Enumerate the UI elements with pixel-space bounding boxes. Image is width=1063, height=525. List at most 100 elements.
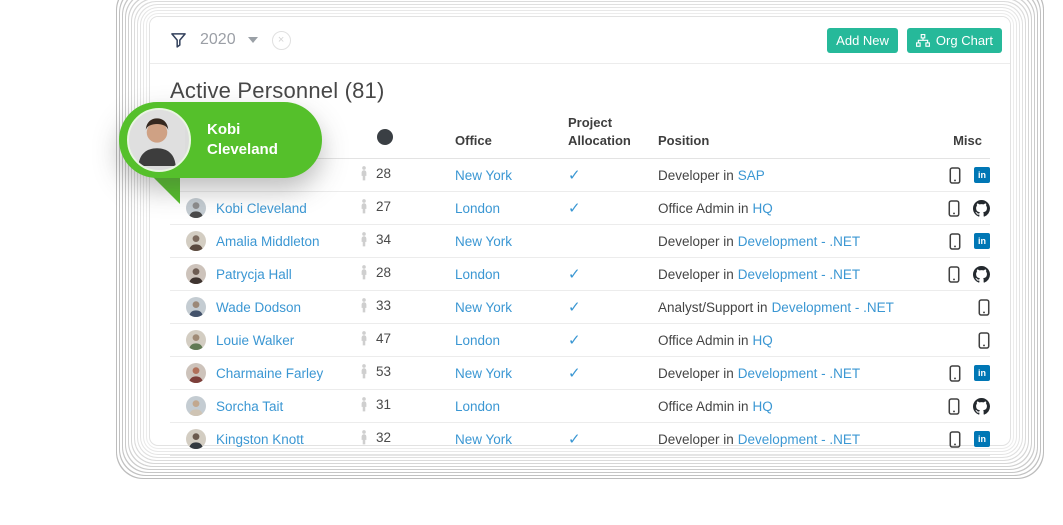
header-allocation: Project Allocation <box>553 114 643 160</box>
person-icon <box>360 199 368 217</box>
position-team-link[interactable]: HQ <box>752 398 773 414</box>
position-text: Office Admin in <box>658 200 749 216</box>
info-icon[interactable] <box>377 128 393 145</box>
clear-filter-icon[interactable]: × <box>271 30 291 50</box>
position-text: Developer in <box>658 431 734 447</box>
person-tooltip: Kobi Cleveland <box>119 102 322 178</box>
position-team-link[interactable]: SAP <box>737 167 765 183</box>
phone-icon[interactable] <box>978 331 990 349</box>
person-name-link[interactable]: Sorcha Tait <box>216 398 284 414</box>
office-link[interactable]: New York <box>455 233 513 249</box>
header-misc: Misc <box>915 114 990 160</box>
age-value: 28 <box>376 166 392 182</box>
person-name-link[interactable]: Amalia Middleton <box>216 233 320 249</box>
table-row[interactable]: Kingston Knott 32 New York ✓ Developer i… <box>170 422 990 457</box>
age-value: 47 <box>376 331 392 347</box>
person-avatar <box>186 198 206 219</box>
person-name-link[interactable]: Patrycja Hall <box>216 266 292 282</box>
position-team-link[interactable]: Development - .NET <box>737 365 861 381</box>
office-link[interactable]: London <box>455 266 501 282</box>
person-name-link[interactable]: Louie Walker <box>216 332 295 348</box>
github-icon[interactable] <box>973 199 990 217</box>
phone-icon[interactable] <box>948 397 960 415</box>
table-row[interactable]: Sorcha Tait 31 London Office Admin in HQ <box>170 389 990 424</box>
position-team-link[interactable]: HQ <box>752 200 773 216</box>
phone-icon[interactable] <box>978 298 990 316</box>
linkedin-icon[interactable] <box>974 233 990 250</box>
github-icon[interactable] <box>973 397 990 415</box>
table-row[interactable]: Kobi Cleveland 27 London ✓ Office Admin … <box>170 191 990 226</box>
age-value: 27 <box>376 199 392 215</box>
age-value: 34 <box>376 232 392 248</box>
position-team-link[interactable]: HQ <box>752 332 773 348</box>
sitemap-icon <box>915 33 930 47</box>
phone-icon[interactable] <box>949 232 961 250</box>
position-text: Analyst/Support in <box>658 299 768 315</box>
table-row[interactable]: Louie Walker 47 London ✓ Office Admin in… <box>170 323 990 358</box>
person-icon <box>360 166 368 184</box>
age-value: 31 <box>376 397 392 413</box>
allocation-check-icon: ✓ <box>568 431 581 449</box>
page-title: Active Personnel (81) <box>170 78 385 103</box>
person-avatar <box>186 231 206 252</box>
allocation-check-icon: ✓ <box>568 365 581 383</box>
person-name-link[interactable]: Wade Dodson <box>216 299 302 315</box>
org-chart-label: Org Chart <box>935 32 993 48</box>
person-icon <box>360 397 368 415</box>
position-team-link[interactable]: Development - .NET <box>771 299 894 315</box>
position-team-link[interactable]: Development - .NET <box>737 266 861 282</box>
position-text: Office Admin in <box>658 398 749 414</box>
allocation-check-icon: ✓ <box>568 266 581 284</box>
filter-toolbar: 2020 × Add New Org Chart <box>150 17 1010 64</box>
person-name-link[interactable]: Kingston Knott <box>216 431 304 447</box>
person-icon <box>360 430 368 448</box>
person-name-link[interactable]: Charmaine Farley <box>216 365 324 381</box>
person-name-link[interactable]: Kobi Cleveland <box>216 200 307 216</box>
year-filter-dropdown[interactable]: 2020 <box>200 31 258 49</box>
person-icon <box>360 364 368 382</box>
position-team-link[interactable]: Development - .NET <box>737 233 861 249</box>
card-content: Active Personnel (81) Office Project All… <box>150 64 1010 457</box>
position-team-link[interactable]: Development - .NET <box>737 431 861 447</box>
phone-icon[interactable] <box>949 166 961 184</box>
person-icon <box>360 298 368 316</box>
linkedin-icon[interactable] <box>974 431 990 448</box>
org-chart-button[interactable]: Org Chart <box>906 27 1002 53</box>
office-link[interactable]: London <box>455 200 501 216</box>
table-row[interactable]: Patrycja Hall 28 London ✓ Developer in De… <box>170 257 990 292</box>
table-row[interactable]: Charmaine Farley 53 New York ✓ Developer… <box>170 356 990 391</box>
person-icon <box>360 331 368 349</box>
position-text: Developer in <box>658 266 734 282</box>
person-avatar <box>186 264 206 285</box>
office-link[interactable]: New York <box>455 167 513 183</box>
phone-icon[interactable] <box>949 430 961 448</box>
office-link[interactable]: London <box>455 332 501 348</box>
person-icon <box>360 232 368 250</box>
person-avatar <box>186 297 206 318</box>
tooltip-person-name: Kobi Cleveland <box>207 120 278 158</box>
age-value: 32 <box>376 430 392 446</box>
personnel-table: Office Project Allocation Position Misc … <box>170 114 990 457</box>
linkedin-icon[interactable] <box>974 365 990 382</box>
github-icon[interactable] <box>973 265 990 283</box>
allocation-check-icon: ✓ <box>568 332 581 350</box>
allocation-check-icon: ✓ <box>568 299 581 317</box>
phone-icon[interactable] <box>948 265 960 283</box>
position-text: Developer in <box>658 233 734 249</box>
chevron-down-icon <box>247 37 258 43</box>
office-link[interactable]: New York <box>455 431 513 447</box>
office-link[interactable]: New York <box>455 299 513 315</box>
phone-icon[interactable] <box>948 199 960 217</box>
person-avatar <box>186 330 206 351</box>
linkedin-icon[interactable] <box>974 167 990 184</box>
age-value: 28 <box>376 265 392 281</box>
table-row[interactable]: Wade Dodson 33 New York ✓ Analyst/Suppor… <box>170 290 990 325</box>
office-link[interactable]: London <box>455 398 501 414</box>
phone-icon[interactable] <box>949 364 961 382</box>
header-office: Office <box>440 114 553 160</box>
header-position: Position <box>643 114 915 160</box>
filter-icon[interactable] <box>170 32 187 49</box>
office-link[interactable]: New York <box>455 365 513 381</box>
add-new-button[interactable]: Add New <box>827 27 898 53</box>
table-row[interactable]: Amalia Middleton 34 New York Developer i… <box>170 224 990 259</box>
